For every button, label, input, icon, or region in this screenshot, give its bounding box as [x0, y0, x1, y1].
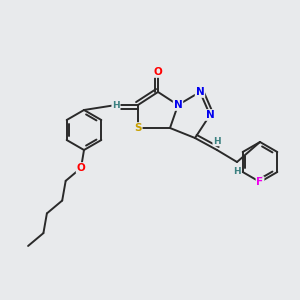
Text: N: N [206, 110, 214, 120]
Text: N: N [196, 87, 204, 97]
Text: O: O [154, 67, 162, 77]
Text: N: N [174, 100, 182, 110]
Text: F: F [256, 177, 264, 187]
Text: H: H [213, 136, 221, 146]
Text: O: O [76, 163, 85, 173]
Text: H: H [112, 100, 120, 109]
Text: S: S [134, 123, 142, 133]
Text: H: H [233, 167, 241, 176]
